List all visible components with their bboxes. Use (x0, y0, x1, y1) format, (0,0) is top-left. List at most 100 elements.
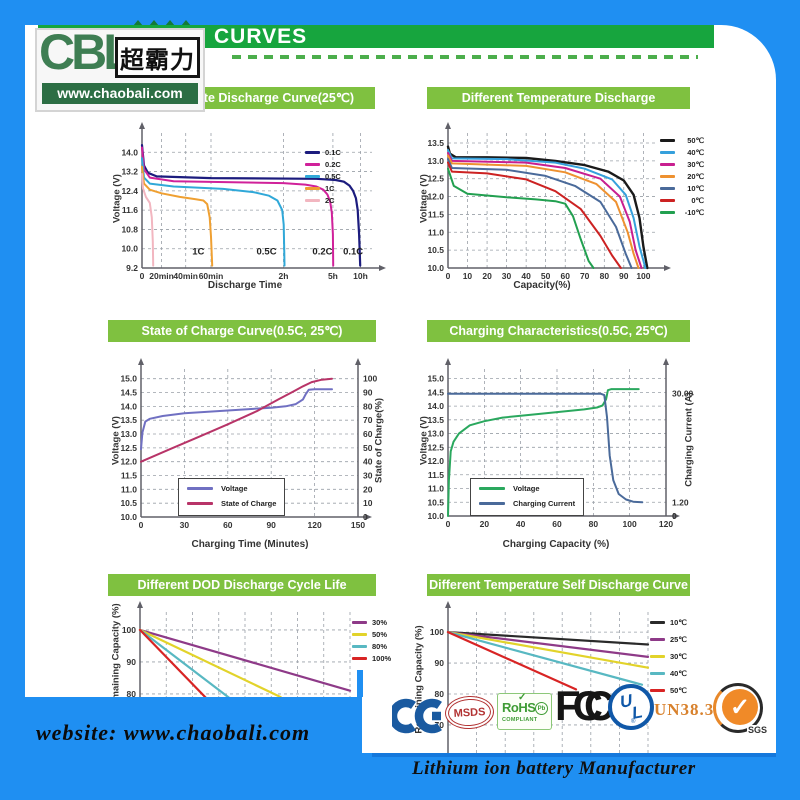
svg-text:30: 30 (363, 471, 373, 481)
svg-text:11.6: 11.6 (122, 205, 138, 215)
chart2-xlabel: Capacity(%) (513, 280, 571, 291)
svg-text:15.0: 15.0 (427, 374, 444, 384)
chart6-canvas: 100 90 80 70 (430, 601, 650, 753)
deco-dashed-line (232, 55, 698, 59)
chart6-panel: 100 90 80 70 Remaining Capacity (%) 10℃ 25℃ 3… (395, 598, 780, 753)
legend-item: 10℃ (660, 184, 704, 193)
svg-text:0: 0 (446, 519, 451, 529)
brand-website: www.chaobali.com (42, 83, 198, 104)
chart5-canvas: 100 90 80 (122, 601, 352, 697)
chart4-y2label: Charging Current (A) (683, 392, 695, 487)
legend-item: 0.2C (305, 160, 341, 169)
svg-text:12.0: 12.0 (427, 192, 444, 202)
chart3-legend: Voltage State of Charge (178, 478, 286, 516)
chart2-panel: 10.0 10.5 11.0 11.5 12.0 12.5 13.0 13.5 0 10 20 30 4… (395, 115, 710, 305)
legend-item: 0.1C (305, 148, 341, 157)
svg-text:10h: 10h (353, 271, 368, 281)
legend-item: 0.5C (305, 172, 341, 181)
ul-mark-icon: U L ® (608, 684, 654, 730)
svg-text:14.5: 14.5 (427, 387, 444, 397)
svg-text:90: 90 (127, 657, 137, 667)
chart2-title: Different Temperature Discharge Curve(0.… (427, 87, 690, 127)
legend-item: 100% (352, 654, 391, 663)
panel-gap (357, 670, 363, 697)
chart1-panel: 9.2 10.0 10.8 11.6 12.4 13.2 14.0 0 20min 40min 60… (60, 115, 405, 300)
svg-text:80: 80 (127, 689, 137, 697)
svg-text:0: 0 (363, 512, 368, 522)
svg-text:10.0: 10.0 (427, 511, 444, 521)
svg-text:150: 150 (351, 520, 365, 530)
legend-item: 50℃ (660, 136, 704, 145)
svg-text:14.0: 14.0 (120, 401, 137, 411)
svg-text:80: 80 (600, 271, 610, 281)
legend-item: 10℃ (650, 618, 687, 627)
svg-text:80: 80 (435, 689, 445, 699)
svg-text:12.5: 12.5 (427, 174, 444, 184)
svg-text:13.5: 13.5 (427, 415, 444, 425)
chart4-title: Charging Characteristics(0.5C, 25℃) (427, 320, 690, 342)
svg-text:70: 70 (363, 415, 373, 425)
chart4-ylabel: Voltage (V) (418, 416, 430, 465)
svg-text:12.0: 12.0 (120, 457, 137, 467)
svg-text:90: 90 (266, 520, 276, 530)
svg-text:0: 0 (140, 271, 145, 281)
svg-text:70: 70 (435, 720, 445, 730)
svg-text:30.00: 30.00 (672, 389, 694, 399)
svg-text:30: 30 (502, 271, 512, 281)
legend-item: 50% (352, 630, 391, 639)
footer-tagline: Lithium ion battery Manufacturer (412, 758, 696, 779)
chart5-legend: 30% 50% 80% 100% (352, 618, 391, 666)
svg-text:5h: 5h (328, 271, 338, 281)
legend-item: Voltage (479, 484, 575, 493)
svg-text:12.5: 12.5 (427, 442, 444, 452)
svg-text:13.0: 13.0 (427, 156, 444, 166)
svg-text:80: 80 (589, 519, 599, 529)
chart3-xlabel: Charging Time (Minutes) (191, 539, 309, 550)
svg-text:40: 40 (516, 519, 526, 529)
svg-text:60: 60 (223, 520, 233, 530)
sgs-badge-icon: ✓ SGS (711, 681, 768, 738)
svg-text:11.5: 11.5 (121, 471, 137, 481)
svg-text:20min: 20min (149, 271, 174, 281)
legend-item: State of Charge (187, 499, 276, 508)
svg-text:80: 80 (363, 401, 373, 411)
svg-text:1C: 1C (192, 247, 204, 258)
svg-text:40: 40 (363, 457, 373, 467)
chart1-ylabel: Voltage (V) (111, 174, 123, 223)
svg-text:10.0: 10.0 (120, 512, 137, 522)
legend-item: 0℃ (660, 196, 704, 205)
legend-item: 20℃ (660, 172, 704, 181)
chart2-ylabel: Voltage (V) (418, 174, 430, 223)
svg-text:10.5: 10.5 (427, 245, 444, 255)
svg-text:13.0: 13.0 (120, 429, 137, 439)
svg-text:14.0: 14.0 (427, 401, 444, 411)
brand-logo: CBL 超霸力 www.chaobali.com (35, 24, 205, 112)
svg-text:12.4: 12.4 (121, 186, 138, 196)
svg-text:14.0: 14.0 (121, 147, 138, 157)
page-shadow (372, 753, 776, 757)
legend-item: 80% (352, 642, 391, 651)
svg-text:50: 50 (541, 271, 551, 281)
chart5-title: Different DOD Discharge Cycle Life Curve… (108, 574, 376, 614)
chart5-ylabel: Remaining Capacity (%) (110, 603, 122, 697)
chart5-panel: 100 90 80 Remaining Capacity (%) 30% 50% 80%… (60, 598, 400, 697)
legend-item: 50℃ (650, 686, 687, 695)
svg-text:1.20: 1.20 (672, 497, 689, 507)
svg-text:100: 100 (623, 519, 637, 529)
chart3-title: State of Charge Curve(0.5C, 25℃) (108, 320, 376, 342)
legend-item: -10℃ (660, 208, 704, 217)
svg-text:10: 10 (363, 498, 373, 508)
svg-text:50: 50 (363, 443, 373, 453)
chart3-panel: 10.0 10.5 11.0 11.5 12.0 12.5 13.0 13.5 14.0 14.5… (60, 350, 410, 562)
chart6-title: Different Temperature Self Discharge Cur… (427, 574, 690, 596)
chart3-y2label: State of Charge(%) (373, 398, 385, 483)
legend-item: 30% (352, 618, 391, 627)
chart3-ylabel: Voltage (V) (110, 416, 122, 465)
svg-text:15.0: 15.0 (120, 374, 137, 384)
legend-item: 2C (305, 196, 341, 205)
svg-text:9.2: 9.2 (126, 263, 138, 273)
chart1-legend: 0.1C 0.2C 0.5C 1C 2C (305, 148, 341, 208)
legend-item: Voltage (187, 484, 276, 493)
svg-text:20: 20 (480, 519, 490, 529)
svg-text:10.0: 10.0 (121, 244, 138, 254)
